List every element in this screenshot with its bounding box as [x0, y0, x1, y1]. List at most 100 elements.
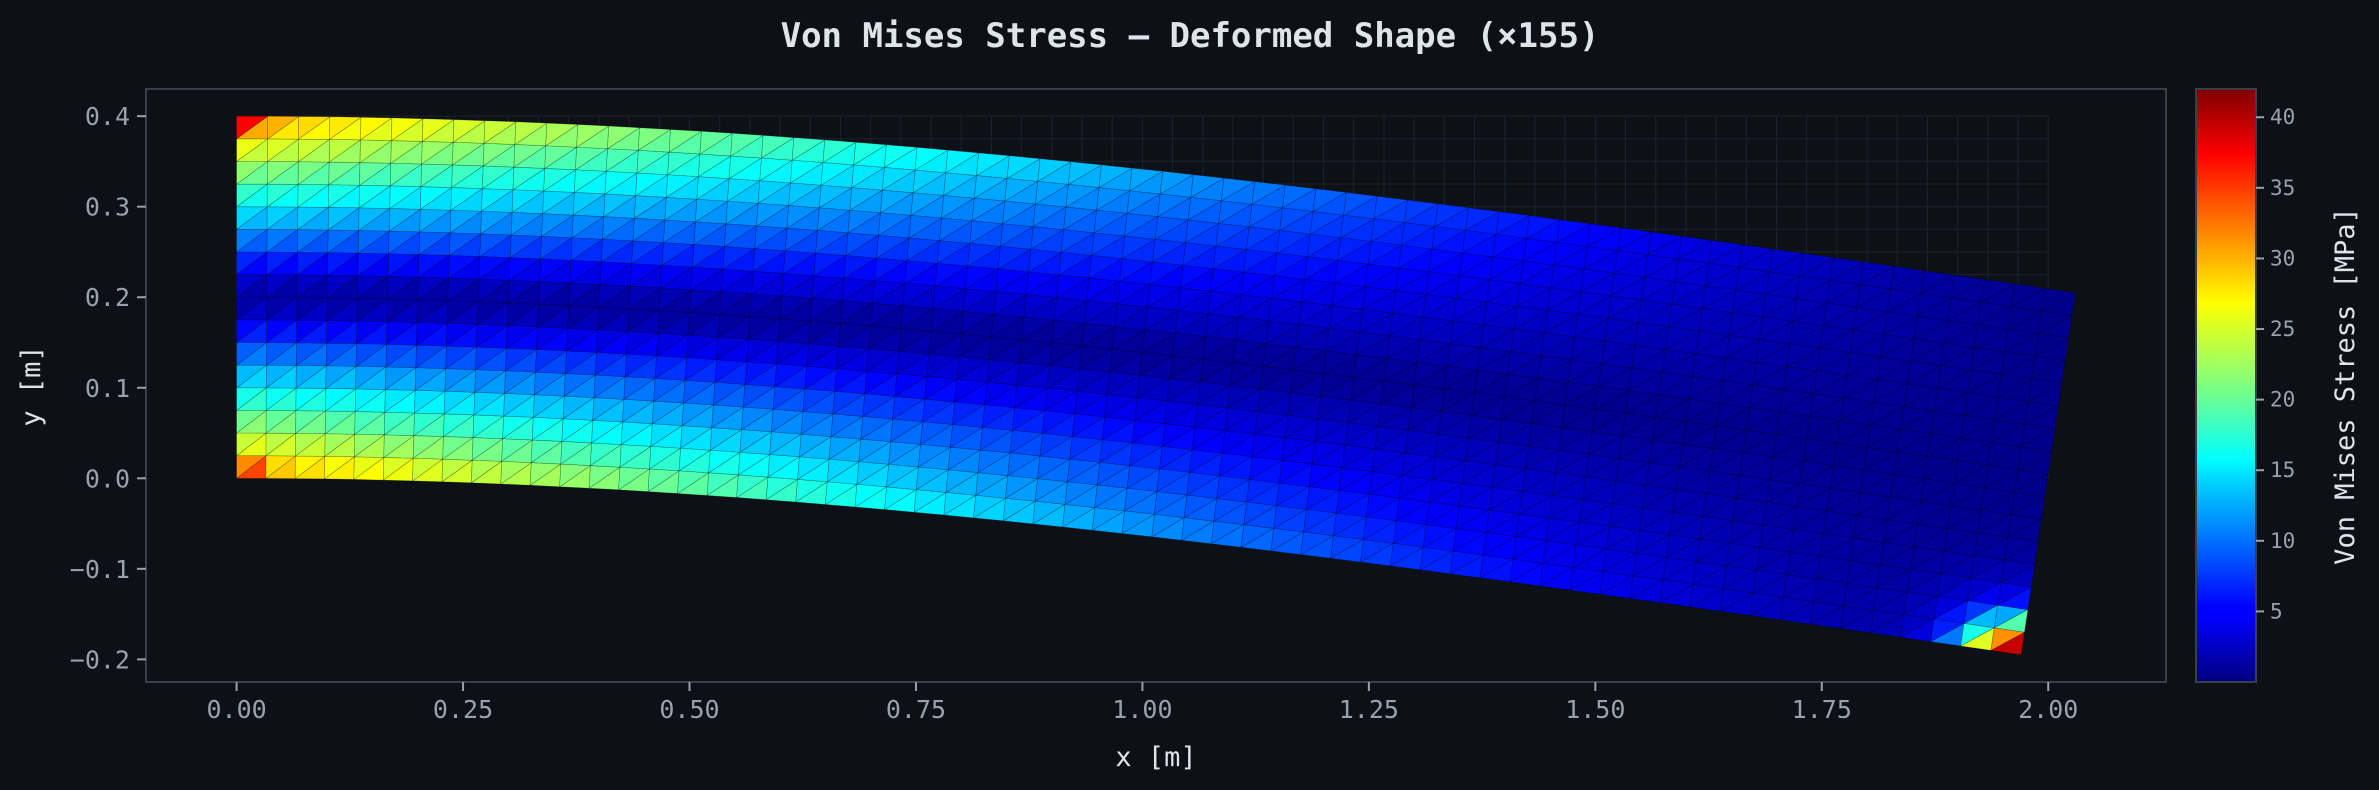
- mesh-element: [1151, 513, 1186, 538]
- mesh-element: [627, 308, 661, 333]
- mesh-element: [801, 390, 836, 415]
- mesh-element: [1298, 301, 1334, 326]
- mesh-element: [1768, 248, 1805, 273]
- mesh-element: [635, 172, 669, 197]
- mesh-element: [389, 163, 422, 187]
- colorbar-tick-label: 25: [2270, 317, 2295, 341]
- mesh-element: [1939, 346, 1976, 371]
- mesh-element: [474, 369, 507, 393]
- mesh-element: [502, 394, 535, 418]
- mesh-element: [1644, 254, 1680, 278]
- mesh-element: [1333, 512, 1368, 537]
- mesh-element: [1359, 542, 1394, 567]
- colorbar-tick-label: 30: [2270, 246, 2295, 270]
- mesh-element: [1013, 387, 1048, 412]
- mesh-element: [1695, 538, 1731, 563]
- mesh-element: [1209, 271, 1245, 296]
- mesh-element: [1586, 223, 1622, 248]
- mesh-element: [1678, 443, 1714, 468]
- mesh-element: [296, 297, 329, 321]
- mesh-element: [896, 350, 930, 375]
- mesh-element: [769, 431, 803, 456]
- mesh-element: [1916, 505, 1952, 529]
- mesh-element: [1525, 215, 1561, 239]
- mesh-element: [711, 404, 745, 429]
- mesh-element: [1735, 266, 1771, 291]
- mesh-element: [513, 144, 547, 168]
- mesh-element: [620, 423, 653, 447]
- mesh-element: [853, 141, 888, 166]
- mesh-element: [1479, 554, 1515, 579]
- mesh-element: [483, 120, 517, 144]
- mesh-element: [1900, 406, 1936, 430]
- mesh-element: [1718, 384, 1754, 408]
- mesh-element: [1694, 334, 1730, 359]
- mesh-element: [1755, 343, 1791, 367]
- mesh-element: [765, 478, 799, 503]
- mesh-element: [2017, 446, 2053, 471]
- mesh-element: [1950, 274, 1986, 299]
- mesh-element: [1164, 400, 1199, 425]
- colorbar-tick-label: 5: [2270, 599, 2283, 623]
- mesh-element: [1404, 199, 1440, 224]
- mesh-element: [531, 416, 565, 441]
- mesh-element: [390, 140, 424, 164]
- mesh-element: [1906, 360, 1943, 385]
- mesh-element: [1382, 361, 1418, 386]
- mesh-element: [1681, 425, 1717, 449]
- mesh-element: [1940, 342, 1976, 367]
- mesh-element: [917, 443, 952, 468]
- mesh-element: [619, 444, 652, 468]
- mesh-element: [945, 469, 980, 494]
- mesh-element: [1712, 425, 1748, 450]
- mesh-element: [1129, 167, 1164, 192]
- mesh-element: [267, 138, 300, 163]
- mesh-element: [811, 275, 846, 299]
- mesh-element: [954, 378, 989, 403]
- mesh-element: [1181, 245, 1217, 269]
- mesh-element: [1940, 550, 1976, 575]
- mesh-element: [1795, 487, 1831, 512]
- mesh-element: [1977, 509, 2013, 534]
- mesh-element: [236, 410, 268, 434]
- mesh-element: [236, 115, 269, 140]
- mesh-element: [1018, 342, 1053, 366]
- mesh-element: [687, 312, 721, 336]
- mesh-element: [986, 359, 1021, 383]
- mesh-element: [876, 234, 911, 259]
- mesh-element: [1119, 258, 1154, 282]
- mesh-element: [1334, 259, 1370, 284]
- mesh-element: [737, 451, 771, 476]
- mesh-element: [817, 207, 851, 232]
- mesh-element: [1207, 290, 1243, 315]
- mesh-element: [1128, 445, 1163, 470]
- mesh-element: [544, 123, 579, 148]
- mesh-element: [1495, 441, 1530, 466]
- mesh-element: [860, 416, 894, 440]
- mesh-element: [446, 278, 480, 303]
- mesh-element: [1461, 463, 1496, 488]
- mesh-element: [537, 303, 570, 328]
- mesh-element: [977, 449, 1012, 474]
- mesh-element: [1936, 577, 1972, 602]
- mesh-element: [1832, 446, 1868, 471]
- mesh-element: [1407, 407, 1443, 431]
- mesh-element: [1373, 195, 1409, 220]
- mesh-element: [448, 255, 481, 279]
- mesh-element: [1778, 392, 1814, 417]
- mesh-element: [1893, 451, 1929, 476]
- mesh-element: [1224, 407, 1259, 432]
- mesh-element: [1210, 520, 1245, 545]
- mesh-element: [1344, 425, 1379, 450]
- mesh-element: [385, 343, 418, 368]
- mesh-element: [265, 342, 297, 366]
- mesh-element: [777, 318, 812, 342]
- mesh-element: [1190, 174, 1226, 198]
- mesh-element: [1533, 381, 1569, 406]
- mesh-element: [1669, 511, 1705, 536]
- mesh-element: [1990, 419, 2026, 443]
- mesh-element: [800, 411, 834, 435]
- mesh-element: [1271, 275, 1306, 299]
- mesh-element: [1461, 460, 1497, 484]
